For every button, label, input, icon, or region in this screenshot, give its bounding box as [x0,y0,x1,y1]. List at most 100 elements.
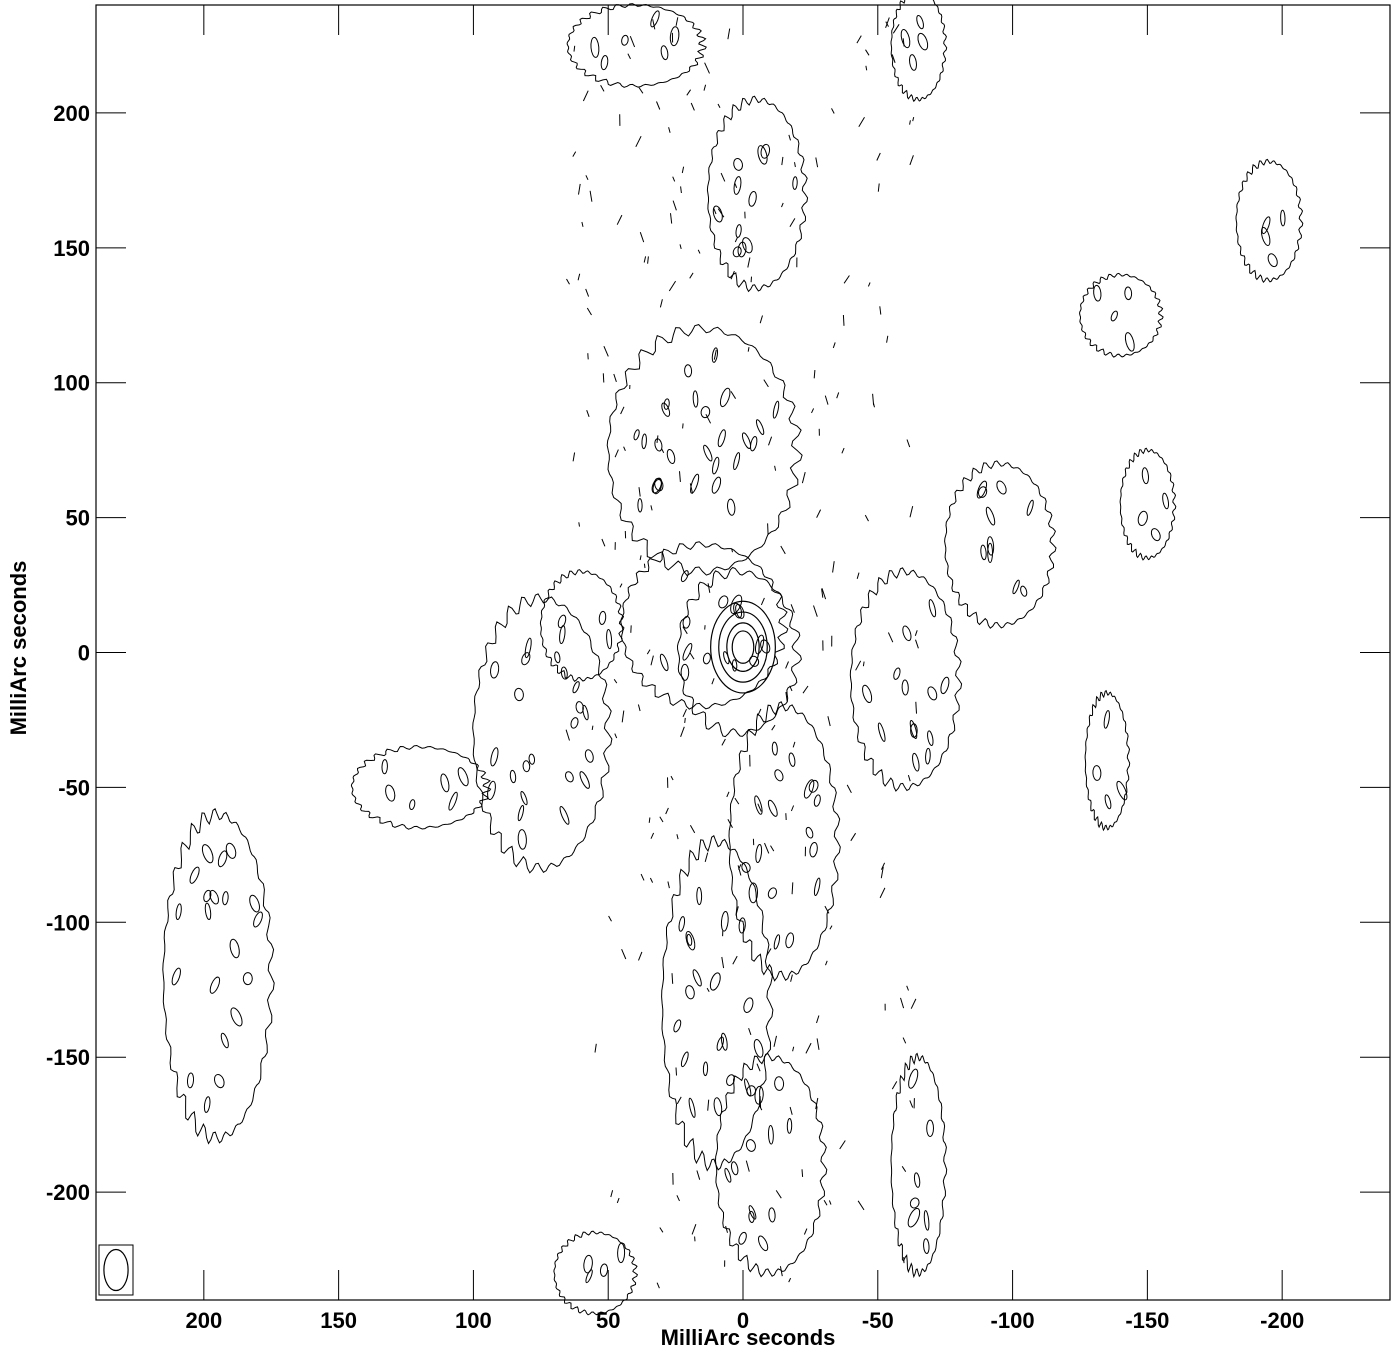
noise-dash [585,288,590,297]
noise-dash [805,1042,812,1054]
sidelobe-blob [901,679,909,696]
noise-dash [594,1043,597,1053]
sidelobe-blob [633,429,640,441]
sidelobe-contour [606,324,803,577]
noise-dash [865,49,870,56]
noise-dash [650,832,655,839]
sidelobe-blob [590,36,600,58]
noise-dash [656,101,661,110]
sidelobe-blob [760,143,771,159]
sidelobe-blob [1124,332,1135,352]
sidelobe-blob [189,866,200,884]
sidelobe-blob [680,1051,689,1068]
noise-dash [825,960,828,966]
noise-dash [689,652,695,660]
sidelobe-blob [748,1205,757,1220]
noise-dash [675,1067,677,1076]
noise-dash [676,834,679,840]
noise-dash [892,24,900,34]
sidelobe-blob [712,205,723,223]
y-tick-label: 150 [53,236,90,261]
noise-dash [614,449,619,458]
sidelobe-blob [599,1263,609,1277]
beam-ellipse [103,1248,129,1292]
sidelobe-blob [409,799,416,811]
contour-layer [162,0,1304,1316]
noise-dash [646,649,651,655]
sidelobe-blob [702,1061,709,1077]
noise-dash [803,1228,808,1235]
sidelobe-blob [242,972,253,986]
noise-dash [735,906,739,916]
sidelobe-blob [652,479,663,495]
sidelobe-blob [893,667,901,680]
noise-dash [600,84,605,92]
noise-dash [738,864,742,870]
sidelobe-blob [661,402,671,417]
sidelobe-blob [940,676,950,695]
sidelobe-blob [928,599,937,618]
sidelobe-blob [521,652,531,666]
noise-dash [643,256,647,263]
sidelobe-blob [719,387,731,408]
noise-dash [906,439,911,448]
sidelobe-blob [564,771,574,783]
noise-dash [824,905,830,914]
noise-dash [613,373,617,383]
noise-dash [767,523,769,535]
sidelobe-blob [1150,528,1161,542]
noise-dash [909,155,914,166]
sidelobe-blob [709,972,721,991]
sidelobe-contour [1119,447,1177,561]
noise-dash [721,956,725,969]
sidelobe-blob [209,976,221,994]
sidelobe-blob [909,54,917,71]
sidelobe-contour [849,567,963,792]
sidelobe-blob [741,432,752,449]
sidelobe-blob [813,877,821,897]
sidelobe-blob [809,841,818,858]
noise-dash [680,726,685,737]
noise-dash [734,797,740,805]
noise-dash [789,1106,793,1115]
sidelobe-blob [720,911,729,932]
noise-dash [759,1096,762,1109]
noise-dash [780,545,786,555]
noise-dash [757,803,762,812]
noise-dash [727,819,733,828]
sidelobe-blob [748,191,757,207]
noise-dash [801,1169,804,1177]
sidelobe-blob [755,419,765,435]
sidelobe-blob [713,1097,723,1117]
sidelobe-blob [659,653,669,672]
noise-dash [684,717,686,723]
plot-frame [95,4,1391,1301]
noise-dash [912,116,915,122]
sidelobe-blob [1141,467,1149,485]
sidelobe-blob [669,26,680,47]
sidelobe-blob [692,969,702,987]
noise-dash [910,998,917,1009]
sidelobe-blob [733,176,742,195]
noise-dash [668,127,671,133]
noise-dash [906,985,909,991]
noise-dash [760,597,765,606]
noise-dash [842,314,845,326]
sidelobe-blob [900,29,911,49]
sidelobe-blob [913,1172,921,1188]
noise-dash [909,505,914,518]
noise-dash [661,448,665,454]
sidelobe-blob [700,406,711,419]
sidelobe-blob [909,719,918,740]
sidelobe-blob [582,704,589,721]
sidelobe-blob [524,637,532,659]
noise-dash [616,1197,620,1204]
sidelobe-blob [559,625,566,645]
sidelobe-blob [560,666,568,680]
core-outer-contour [676,566,802,738]
noise-dash [667,881,670,889]
sidelobe-blob [1020,585,1028,597]
sidelobe-blob [682,615,691,629]
sidelobe-blob [517,829,527,850]
noise-dash [815,157,819,168]
